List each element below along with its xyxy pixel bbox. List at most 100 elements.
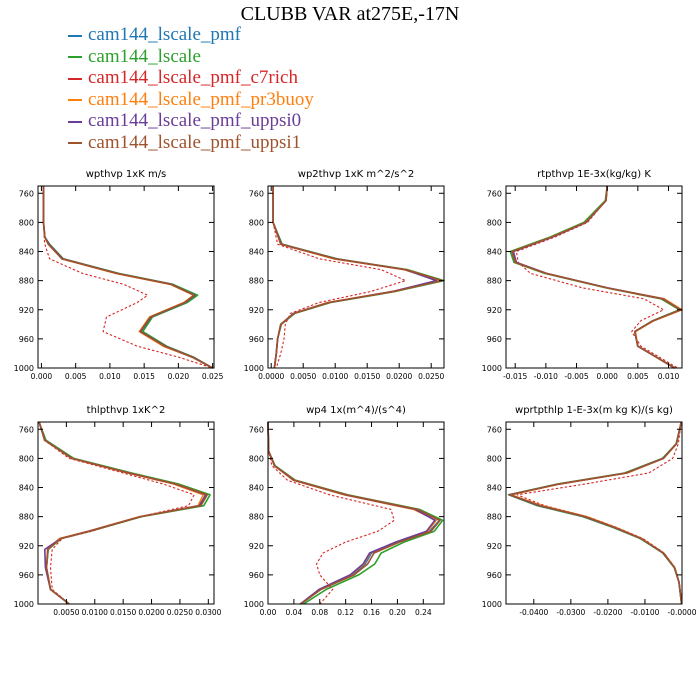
y-tick-label: 840 — [249, 248, 264, 257]
legend-label: cam144_lscale_pmf_c7rich — [88, 67, 298, 88]
series-line — [511, 185, 682, 369]
plot-frame — [37, 421, 215, 605]
y-tick-label: 1000 — [482, 600, 502, 609]
y-tick-label: 760 — [19, 425, 34, 434]
x-tick-label: 0.005 — [627, 372, 649, 381]
legend-label: cam144_lscale_pmf_uppsi1 — [88, 131, 302, 153]
series-line — [272, 186, 438, 369]
y-tick-label: 840 — [249, 484, 264, 493]
legend-entry: cam144_lscale_pmf_pr3buoy — [68, 89, 314, 111]
figure-title: CLUBB VAR at275E,-17N — [240, 3, 460, 25]
y-tick-label: 1000 — [482, 364, 502, 373]
x-tick-label: 0.20 — [389, 608, 406, 617]
x-tick-label: 0.020 — [168, 372, 190, 381]
y-tick-label: 760 — [19, 189, 34, 198]
y-tick-label: 800 — [487, 218, 502, 227]
series-line — [272, 186, 407, 369]
legend-swatch — [68, 34, 82, 37]
y-tick-label: 760 — [487, 189, 502, 198]
series-line — [267, 421, 438, 605]
panel: rtpthvp 1E-3x(kg/kg) K 760 800 840 880 920 960… — [482, 169, 683, 381]
panel: wp4 1x(m^4)/(s^4)76080084088092096010000… — [244, 405, 445, 617]
series-line — [42, 186, 213, 369]
series-line — [42, 186, 213, 369]
y-tick-label: 920 — [487, 306, 502, 315]
y-tick-label: 920 — [19, 306, 34, 315]
panel: wp2thvp 1xK m^2/s^2 760 800 840 880 920 960 100… — [244, 169, 445, 381]
y-tick-label: 880 — [19, 513, 34, 522]
legend-swatch — [68, 120, 82, 123]
plot-frame — [37, 185, 215, 369]
y-tick-label: 960 — [487, 571, 502, 580]
y-tick-label: 880 — [487, 513, 502, 522]
x-tick-label: -0.0400 — [519, 608, 548, 617]
panel-title: wprtpthlp 1-E-3x(m kg K)/(s kg) — [515, 405, 673, 416]
series-line — [511, 185, 682, 369]
x-tick-label: -0.015 — [503, 372, 527, 381]
series-line — [38, 421, 211, 605]
series-line — [38, 421, 195, 605]
series-line — [511, 185, 683, 369]
plot-frame — [267, 421, 445, 605]
panel: wpthvp 1xK m/s76080084088092096010000.00… — [14, 169, 224, 381]
y-tick-label: 800 — [19, 218, 34, 227]
series-line — [267, 421, 441, 605]
series-line — [42, 186, 213, 369]
y-tick-label: 960 — [19, 335, 34, 344]
legend: cam144_lscale_pmf cam144_lscale cam144_l… — [68, 24, 314, 153]
x-tick-label: 0.0250 — [418, 372, 444, 381]
x-tick-label: 0.04 — [286, 608, 303, 617]
legend-label: cam144_lscale_pmf_pr3buoy — [88, 88, 314, 110]
x-tick-label: -0.010 — [534, 372, 558, 381]
y-tick-label: 800 — [249, 454, 264, 463]
y-tick-label: 1000 — [244, 364, 264, 373]
panel-title: wpthvp 1xK m/s — [86, 169, 167, 180]
y-tick-label: 1000 — [244, 600, 264, 609]
series-line — [507, 421, 683, 605]
x-tick-label: 0.16 — [363, 608, 380, 617]
y-tick-label: 840 — [19, 484, 34, 493]
series-line — [509, 421, 683, 605]
y-tick-label: 840 — [19, 248, 34, 257]
x-tick-label: 0.0100 — [82, 608, 108, 617]
x-tick-label: -0.0300 — [556, 608, 585, 617]
x-tick-label: 0.00 — [260, 608, 277, 617]
x-tick-label: -0.0100 — [630, 608, 659, 617]
y-tick-label: 840 — [487, 248, 502, 257]
legend-entry: cam144_lscale_pmf_uppsi1 — [68, 132, 314, 154]
y-tick-label: 880 — [249, 513, 264, 522]
y-tick-label: 880 — [19, 277, 34, 286]
x-tick-label: 0.025 — [202, 372, 224, 381]
legend-label: cam144_lscale_pmf_uppsi0 — [88, 110, 302, 131]
y-tick-label: 840 — [487, 484, 502, 493]
plot-frame — [505, 185, 683, 369]
y-tick-label: 760 — [487, 425, 502, 434]
series-line — [512, 185, 682, 369]
x-tick-label: 0.000 — [596, 372, 618, 381]
legend-entry: cam144_lscale_pmf_c7rich — [68, 67, 314, 89]
x-tick-label: 0.005 — [65, 372, 87, 381]
series-line — [516, 421, 683, 605]
y-tick-label: 760 — [249, 189, 264, 198]
y-tick-label: 920 — [19, 542, 34, 551]
x-tick-label: 0.08 — [311, 608, 328, 617]
panel: wprtpthlp 1-E-3x(m kg K)/(s kg) 760 800 840… — [482, 405, 697, 617]
series-line — [508, 421, 683, 605]
x-tick-label: 0.0050 — [53, 608, 79, 617]
legend-label: cam144_lscale — [88, 45, 201, 67]
x-tick-label: 0.000 — [31, 372, 53, 381]
y-tick-label: 1000 — [14, 600, 34, 609]
y-tick-label: 920 — [487, 542, 502, 551]
y-tick-label: 880 — [487, 277, 502, 286]
y-tick-label: 1000 — [14, 364, 34, 373]
legend-swatch — [68, 142, 82, 145]
x-tick-label: 0.24 — [415, 608, 432, 617]
panel-title: wp4 1x(m^4)/(s^4) — [306, 405, 406, 416]
legend-entry: cam144_lscale — [68, 46, 314, 68]
y-tick-label: 800 — [19, 454, 34, 463]
x-tick-label: -0.005 — [564, 372, 588, 381]
series-line — [38, 421, 208, 605]
y-tick-label: 960 — [487, 335, 502, 344]
panel-title: thlpthvp 1xK^2 — [87, 405, 166, 416]
